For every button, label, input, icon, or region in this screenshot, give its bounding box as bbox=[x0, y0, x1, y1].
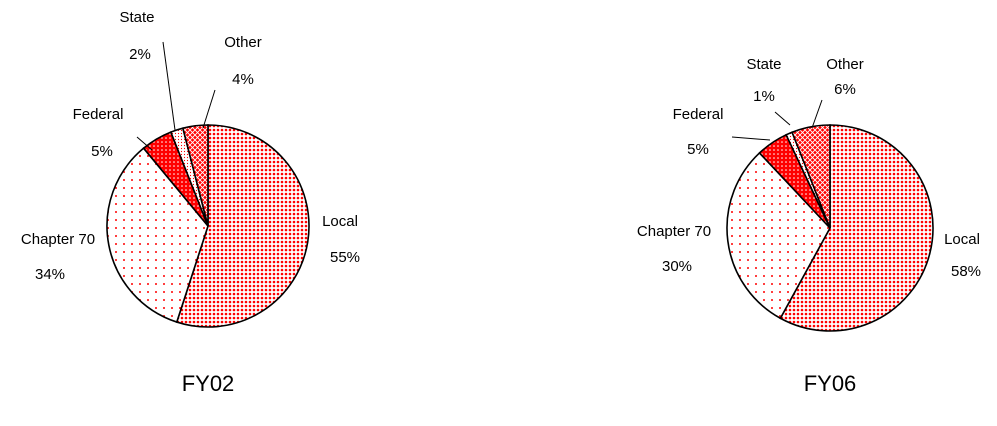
slice-label: State bbox=[119, 9, 154, 26]
slice-label: Other bbox=[826, 56, 864, 73]
slice-value-label: 4% bbox=[232, 71, 254, 88]
pie-slice bbox=[106, 147, 209, 324]
slice-label: Other bbox=[224, 34, 262, 51]
leader-line bbox=[811, 99, 823, 129]
slice-value-label: 5% bbox=[687, 141, 709, 158]
slice-label: Local bbox=[944, 231, 980, 248]
pie-slice bbox=[791, 124, 831, 229]
slice-label: Federal bbox=[73, 106, 124, 123]
pie-slice bbox=[181, 124, 209, 227]
chart-title: FY06 bbox=[804, 371, 857, 396]
slice-value-label: 55% bbox=[330, 249, 360, 266]
leader-line bbox=[202, 89, 216, 129]
slice-label: Federal bbox=[673, 106, 724, 123]
leader-line bbox=[136, 136, 153, 151]
slice-label: Local bbox=[322, 213, 358, 230]
leader-line bbox=[731, 136, 771, 141]
slice-value-label: 34% bbox=[35, 266, 65, 283]
leader-line bbox=[774, 111, 791, 126]
slice-value-label: 5% bbox=[91, 143, 113, 160]
chart-title: FY02 bbox=[182, 371, 235, 396]
slice-value-label: 58% bbox=[951, 263, 981, 280]
slice-value-label: 2% bbox=[129, 46, 151, 63]
slice-value-label: 30% bbox=[662, 258, 692, 275]
slice-value-label: 6% bbox=[834, 81, 856, 98]
slice-value-label: 1% bbox=[753, 88, 775, 105]
pie-slice bbox=[726, 151, 831, 320]
slice-label: Chapter 70 bbox=[637, 223, 711, 240]
pie-slice bbox=[175, 124, 310, 328]
pie-slice bbox=[779, 124, 934, 332]
slice-label: State bbox=[746, 56, 781, 73]
leader-line bbox=[162, 41, 176, 131]
slice-label: Chapter 70 bbox=[21, 231, 95, 248]
